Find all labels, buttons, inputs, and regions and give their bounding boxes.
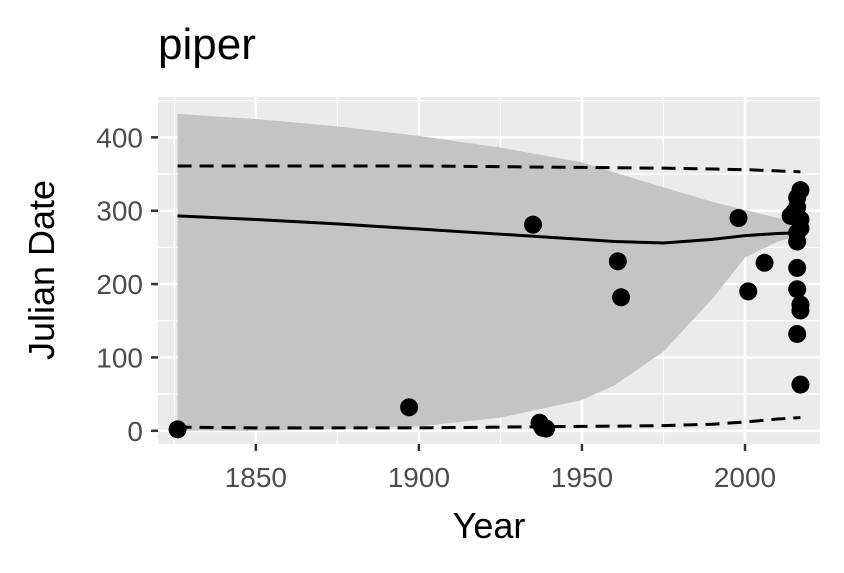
y-tick-label: 100 [96,342,143,373]
x-axis-title: Year [453,505,526,546]
data-point [400,398,419,417]
dashed-bounds [177,164,801,430]
x-tick-label: 1850 [225,462,287,493]
chart-title: piper [158,20,256,69]
y-tick-label: 400 [96,122,143,153]
y-tick-label: 200 [96,269,143,300]
data-point [791,301,810,320]
data-point [791,181,810,200]
x-tick-label: 2000 [714,462,776,493]
trend-line [177,214,801,245]
data-point [612,288,631,307]
data-point [739,282,758,301]
data-point [755,253,774,272]
y-axis-title: Julian Date [21,180,62,360]
confidence-band [177,113,801,431]
data-point [788,258,807,277]
data-points [168,181,810,439]
data-point [788,280,807,299]
axes: 1850 1900 1950 2000 0 100 200 300 400 [96,122,776,493]
x-tick-label: 1900 [388,462,450,493]
data-point [608,252,627,271]
trend-lines [177,214,801,245]
y-tick-label: 300 [96,196,143,227]
data-point [168,420,187,439]
data-point [729,209,748,228]
x-tick-label: 1950 [551,462,613,493]
data-point [537,419,556,438]
upper-dashed-line [177,164,801,174]
lower-dashed-line [177,416,801,430]
data-point [791,219,810,238]
confidence-band-area [177,113,801,431]
data-point [791,375,810,394]
y-tick-label: 0 [127,416,143,447]
data-point [788,324,807,343]
data-point [524,215,543,234]
